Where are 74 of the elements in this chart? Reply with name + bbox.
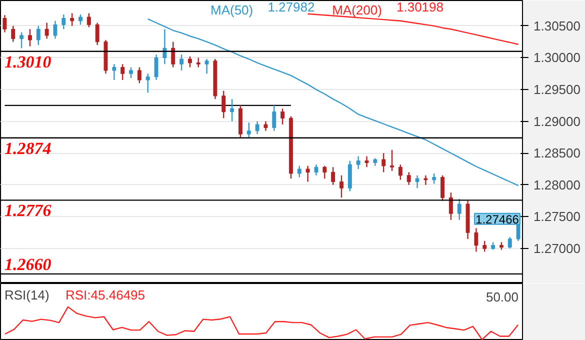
candlestick <box>129 66 133 79</box>
text: 50.00 <box>486 290 519 305</box>
candlestick <box>264 120 268 132</box>
y-tick-label: 1.28500 <box>534 146 580 161</box>
candlestick <box>78 14 82 26</box>
y-tick-label: 1.27500 <box>534 209 580 224</box>
y-tick-label: 1.30500 <box>534 18 580 34</box>
candlestick <box>112 63 116 81</box>
candlestick <box>474 228 478 252</box>
candlestick <box>204 58 209 74</box>
candlestick <box>230 98 234 122</box>
y-tick-label: 1.30000 <box>534 50 580 66</box>
ref-line-label: 1.3010 <box>4 52 52 72</box>
annotation: 1.27982 <box>268 0 315 14</box>
candlestick <box>432 172 436 184</box>
candlestick <box>482 240 487 252</box>
line-series <box>147 18 519 186</box>
candlestick <box>457 198 462 221</box>
candlestick <box>146 73 150 94</box>
candlestick <box>280 108 285 126</box>
candlestick <box>86 12 91 28</box>
y-tick-label: 1.28000 <box>534 177 580 192</box>
candlestick <box>95 22 100 46</box>
annotation: 1.27466 <box>476 212 520 226</box>
candlestick <box>44 22 49 40</box>
candlestick <box>62 14 66 30</box>
candlestick <box>415 174 420 189</box>
series-label: MA(50) <box>210 2 254 18</box>
candlestick <box>171 41 176 68</box>
candlestick <box>440 174 444 202</box>
candlestick <box>322 165 327 180</box>
candlestick <box>382 152 386 173</box>
y-tick-label: 1.27000 <box>534 241 580 256</box>
candlestick <box>246 122 251 138</box>
candlestick <box>36 25 40 46</box>
candlestick <box>348 160 352 192</box>
candlestick <box>222 90 226 119</box>
candlestick <box>364 156 369 168</box>
candlestick <box>306 165 310 182</box>
candlestick <box>508 236 512 250</box>
series-label: RSI:45.46495 <box>66 288 146 302</box>
candlestick <box>162 28 167 65</box>
candlestick <box>314 164 318 176</box>
series-label: MA(200) <box>332 2 382 18</box>
candlestick <box>11 25 16 42</box>
candlestick <box>53 20 58 40</box>
candlestick <box>2 14 7 33</box>
y-tick-label: 1.29000 <box>534 114 580 129</box>
ref-line-label: 1.2660 <box>4 254 52 274</box>
candlestick <box>120 63 125 81</box>
candlestick <box>398 164 402 180</box>
y-tick-label: 1.29500 <box>534 82 580 98</box>
candlestick <box>390 149 394 172</box>
candlestick <box>154 54 158 81</box>
candlestick <box>196 57 200 68</box>
candlestick <box>28 28 32 47</box>
candlestick <box>137 66 142 84</box>
candlestick <box>20 32 24 49</box>
candlestick <box>331 166 336 186</box>
candlestick <box>180 54 184 72</box>
candlestick <box>255 120 260 135</box>
candlestick <box>356 156 360 170</box>
candlestick <box>272 104 276 132</box>
ref-line-label: 1.2874 <box>4 138 52 158</box>
chart-title: RSI(14) <box>4 288 50 302</box>
candlestick <box>297 165 302 178</box>
candlestick <box>424 174 428 186</box>
candlestick <box>406 172 411 186</box>
candlestick <box>188 56 192 68</box>
annotation: 1.30198 <box>396 0 444 14</box>
candlestick <box>340 174 344 198</box>
candlestick <box>448 192 453 221</box>
candlestick <box>70 12 74 27</box>
ref-line-label: 1.2776 <box>4 201 52 220</box>
